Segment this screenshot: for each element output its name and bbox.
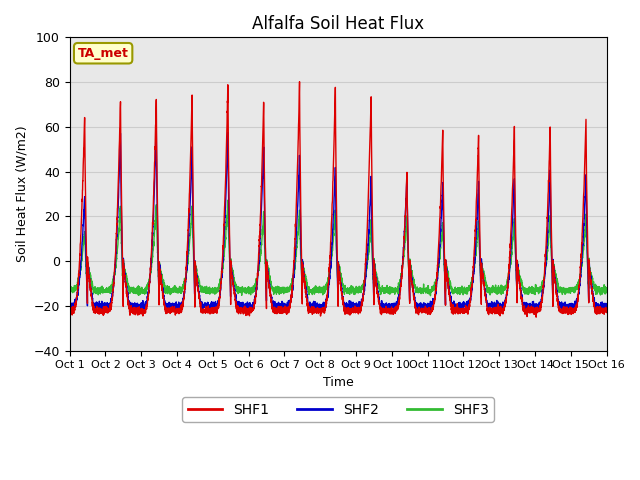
SHF3 <box>489 285 497 291</box>
SHF1 <box>602 308 610 314</box>
SHF2 <box>318 305 326 311</box>
SHF3 <box>318 288 326 294</box>
SHF1 <box>429 303 436 309</box>
SHF1 <box>66 304 74 310</box>
SHF3 <box>603 287 611 293</box>
SHF1 <box>532 314 540 320</box>
Legend: SHF1, SHF2, SHF3: SHF1, SHF2, SHF3 <box>182 397 494 422</box>
SHF2 <box>429 299 436 305</box>
SHF2 <box>163 302 170 308</box>
SHF2 <box>452 309 460 314</box>
SHF1 <box>163 308 170 313</box>
X-axis label: Time: Time <box>323 376 353 389</box>
SHF1 <box>459 308 467 313</box>
SHF2 <box>489 303 497 309</box>
SHF1 <box>318 306 326 312</box>
SHF3 <box>163 287 170 292</box>
Line: SHF2: SHF2 <box>70 130 607 312</box>
SHF3 <box>429 287 436 292</box>
SHF2 <box>603 302 611 308</box>
Title: Alfalfa Soil Heat Flux: Alfalfa Soil Heat Flux <box>252 15 424 33</box>
SHF3 <box>459 287 467 293</box>
SHF1 <box>296 79 303 84</box>
Line: SHF3: SHF3 <box>70 200 607 296</box>
SHF2 <box>152 127 160 133</box>
SHF3 <box>224 197 232 203</box>
SHF2 <box>459 303 467 309</box>
Text: TA_met: TA_met <box>77 47 129 60</box>
Y-axis label: Soil Heat Flux (W/m2): Soil Heat Flux (W/m2) <box>15 126 28 263</box>
SHF2 <box>66 302 74 308</box>
SHF3 <box>427 293 435 299</box>
Line: SHF1: SHF1 <box>70 82 607 317</box>
SHF2 <box>602 306 610 312</box>
SHF1 <box>489 307 497 313</box>
SHF3 <box>66 289 74 295</box>
SHF1 <box>603 308 611 313</box>
SHF3 <box>602 290 610 296</box>
